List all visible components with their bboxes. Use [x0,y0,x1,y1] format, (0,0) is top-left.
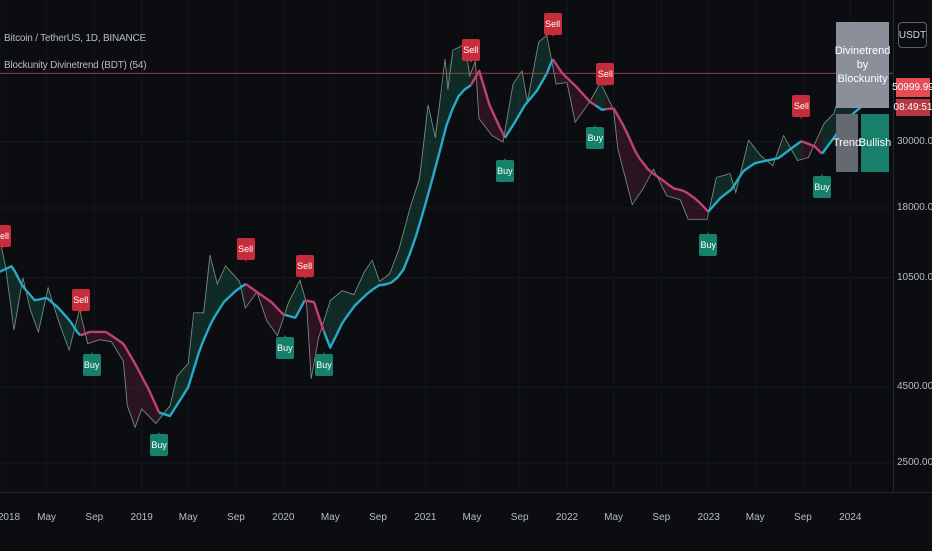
x-tick-label-18: 2024 [839,512,862,523]
bear-trend-segment-11 [551,58,596,107]
sell-signal-0: Sell [0,224,11,249]
bull-zone-1 [1,247,81,346]
bear-zone-15 [801,128,822,160]
bar-countdown-tag: 08:49:51 [894,99,932,116]
trend-value-cell: Bullish [859,114,891,172]
time-axis[interactable] [0,492,932,551]
bear-trend-segment-5 [245,283,286,317]
x-tick-label-12: 2022 [555,512,579,523]
buy-signal-3: Buy [150,432,169,457]
trend-fill-layer [0,35,870,424]
x-tick-label-9: 2021 [414,512,437,523]
bull-zone-10 [504,35,553,138]
x-tick-label-17: Sep [794,512,812,523]
x-tick-label-14: Sep [652,512,671,523]
bull-trend-segment-1 [1,265,82,337]
x-tick-label-8: Sep [369,512,387,523]
bull-trend-segment-8 [322,84,472,349]
bull-zone-8 [324,44,471,348]
bull-zone-16 [822,73,870,154]
x-tick-label-0: 2018 [0,512,21,523]
bear-zone-2 [80,314,92,344]
bear-zone-7 [304,296,325,377]
buy-signal-7: Buy [315,351,334,376]
sell-signal-1: Sell [71,289,90,314]
bull-trend-segment-6 [284,299,306,319]
sell-signal-12: Sell [596,63,615,88]
chart-canvas[interactable] [0,0,893,492]
y-tick-label-1: 18000.00 [897,202,932,213]
x-tick-label-13: May [604,512,624,523]
sell-signal-8: Sell [461,39,480,64]
buy-signal-11: Buy [586,125,605,150]
price-series-line [0,34,871,429]
x-tick-label-5: Sep [227,512,245,523]
symbol-legend[interactable]: Bitcoin / TetherUS, 1D, BINANCE [4,33,147,44]
x-tick-label-7: May [320,512,340,523]
x-tick-label-10: May [462,512,482,523]
x-tick-label-15: 2023 [697,512,720,523]
sell-signal-14: Sell [792,95,811,120]
sell-signal-6: Sell [295,254,314,279]
buy-signal-13: Buy [699,231,718,256]
buy-signal-5: Buy [275,334,294,359]
x-tick-label-6: 2020 [272,512,295,523]
bear-zone-13 [605,93,709,220]
bull-trend-segment-0 [0,269,3,273]
bull-zone-12 [595,82,606,110]
bull-trend-segment-14 [707,140,803,213]
indicator-info-title: Divinetrend by Blockunity [835,22,890,108]
bull-zone-4 [159,258,246,420]
y-tick-label-4: 2500.00 [897,457,932,469]
bear-trend-segment-9 [469,69,506,139]
y-tick-label-0: 30000.00 [897,135,932,147]
x-tick-label-11: Sep [510,512,529,523]
x-tick-label-2: Sep [85,512,104,523]
price-axis[interactable] [893,0,932,492]
bear-zone-5 [245,284,285,335]
y-tick-label-2: 10500.00 [897,271,932,283]
x-tick-label-1: May [37,512,57,523]
bear-trend-segment-13 [605,107,710,213]
bull-trend-segment-4 [158,283,247,418]
bear-trend-segment-2 [80,330,93,337]
bear-zone-3 [91,331,160,424]
currency-button[interactable]: USDT [898,22,927,48]
bear-trend-segment-15 [800,140,823,155]
bear-trend-segment-3 [91,330,161,413]
sell-signal-10: Sell [543,13,562,38]
bull-trend-segment-12 [594,104,607,111]
x-tick-label-4: May [178,512,198,523]
y-tick-label-3: 4500.00 [897,381,932,393]
grid-layer [0,0,893,492]
x-tick-label-16: May [745,512,765,523]
bear-trend-segment-7 [304,299,326,333]
bull-trend-segment-10 [503,58,554,139]
last-price-tag: 50999.99 [892,78,932,97]
indicator-legend[interactable]: Blockunity Divinetrend (BDT) (54) [4,60,147,71]
trend-label-cell: Trend [833,114,861,172]
x-tick-label-3: 2019 [130,512,153,523]
bull-zone-14 [708,139,802,214]
buy-signal-15: Buy [812,173,831,198]
trend-line-layer [0,58,871,418]
buy-signal-2: Buy [82,351,101,376]
sell-signal-4: Sell [236,237,255,262]
buy-signal-9: Buy [495,157,514,182]
